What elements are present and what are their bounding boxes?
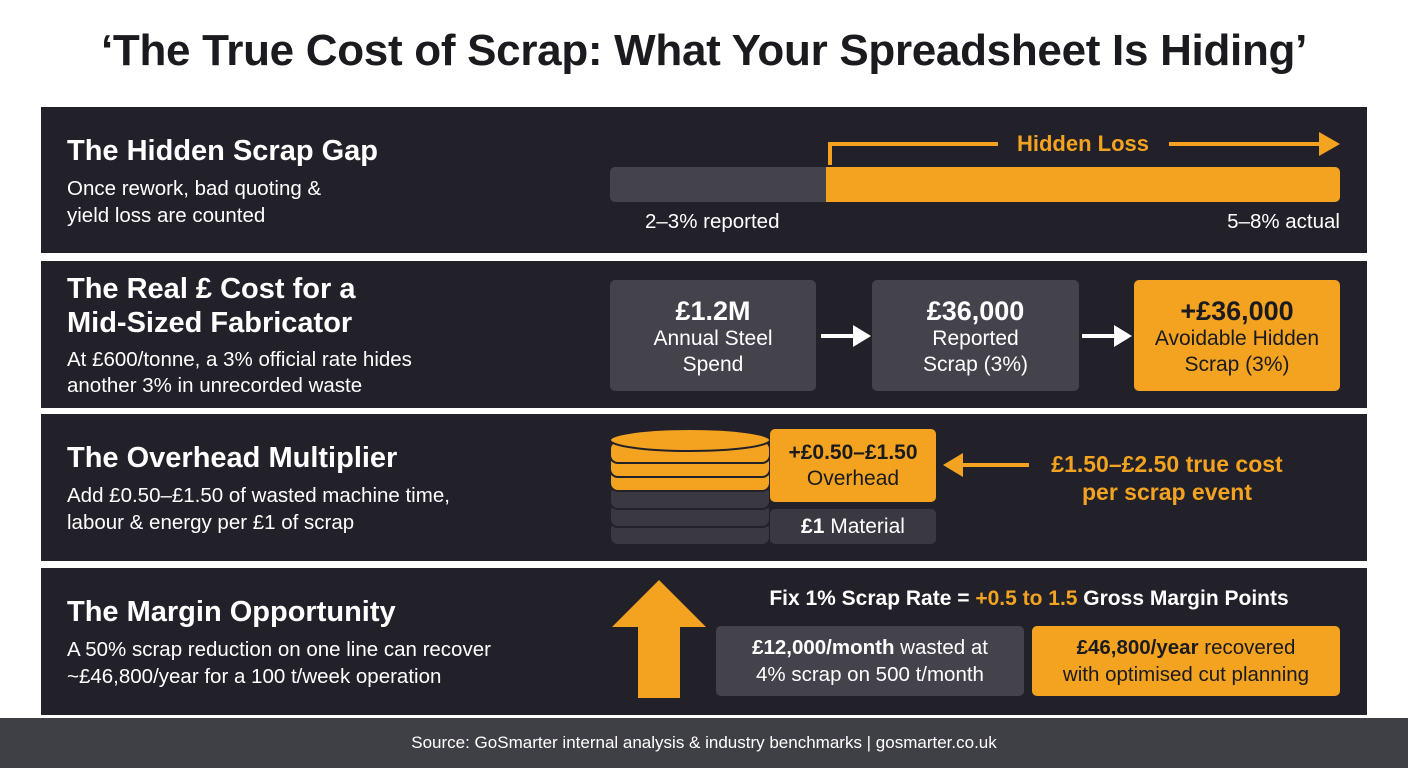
hidden-scrap-box: +£36,000 Avoidable Hidden Scrap (3%): [1134, 280, 1340, 391]
fix-accent: +0.5 to 1.5: [975, 587, 1078, 610]
material-box: £1 Material: [770, 509, 936, 544]
material-value: £1: [801, 515, 825, 538]
box-value: £1.2M: [675, 296, 751, 326]
callout-line-1: £1.50–£2.50 true cost: [1051, 451, 1283, 477]
overhead-multiplier-panel: The Overhead Multiplier Add £0.50–£1.50 …: [41, 414, 1367, 561]
material-label: Material: [830, 515, 905, 538]
panel-desc-line-2: yield loss are counted: [67, 204, 266, 227]
reported-scrap-box: £36,000 Reported Scrap (3%): [872, 280, 1079, 391]
overhead-box: +£0.50–£1.50 Overhead: [770, 429, 936, 502]
panel-title-line-2: Mid-Sized Fabricator: [67, 307, 353, 339]
real-cost-panel: The Real £ Cost for a Mid-Sized Fabricat…: [41, 261, 1367, 408]
overhead-label: Overhead: [806, 467, 900, 490]
box-label-line-2: Scrap (3%): [922, 353, 1029, 376]
panel-desc-line-1: Add £0.50–£1.50 of wasted machine time,: [67, 484, 450, 507]
coin-stack-icon: [609, 428, 771, 546]
fix-suffix: Gross Margin Points: [1077, 587, 1289, 610]
panel-desc-line-1: Once rework, bad quoting &: [67, 177, 322, 200]
up-arrow-icon: [612, 580, 706, 698]
annual-steel-spend-box: £1.2M Annual Steel Spend: [610, 280, 816, 391]
box-value: £36,000: [926, 296, 1025, 326]
fix-prefix: Fix 1% Scrap Rate =: [769, 587, 976, 610]
box-bold-value: £46,800/year: [1076, 636, 1199, 659]
box-text: wasted at: [894, 636, 988, 659]
panel-desc-line-2: another 3% in unrecorded waste: [67, 374, 363, 397]
flow-arrow-icon: [1082, 325, 1132, 347]
wasted-per-month-box: £12,000/month wasted at 4% scrap on 500 …: [716, 626, 1024, 696]
box-line-2: 4% scrap on 500 t/month: [756, 663, 984, 686]
box-label-line-1: Annual Steel: [653, 327, 773, 350]
box-label-line-1: Avoidable Hidden: [1154, 327, 1320, 350]
recovered-per-year-box: £46,800/year recovered with optimised cu…: [1032, 626, 1340, 696]
box-text: recovered: [1198, 636, 1296, 659]
hidden-scrap-gap-panel: The Hidden Scrap Gap Once rework, bad qu…: [41, 107, 1367, 253]
box-bold-value: £12,000/month: [752, 636, 895, 659]
actual-scrap-bar: [826, 167, 1340, 202]
margin-points-statement: Fix 1% Scrap Rate = +0.5 to 1.5 Gross Ma…: [719, 587, 1339, 611]
page-title: ‘The True Cost of Scrap: What Your Sprea…: [100, 26, 1308, 75]
reported-scrap-bar: [610, 167, 826, 202]
flow-arrow-icon: [821, 325, 871, 347]
left-arrow-icon: [943, 453, 1029, 477]
panel-title: The Overhead Multiplier: [67, 442, 398, 474]
hidden-loss-bracket-arrow: [828, 132, 1340, 165]
hidden-loss-label: Hidden Loss: [1016, 131, 1149, 156]
box-label-line-2: Spend: [682, 353, 744, 376]
callout-line-2: per scrap event: [1081, 479, 1253, 505]
panel-title: The Margin Opportunity: [67, 596, 396, 628]
panel-desc-line-2: ~£46,800/year for a 100 t/week operation: [67, 665, 442, 688]
source-footer: Source: GoSmarter internal analysis & in…: [0, 718, 1408, 768]
box-label-line-2: Scrap (3%): [1184, 353, 1290, 376]
box-value: +£36,000: [1180, 296, 1294, 326]
overhead-value: +£0.50–£1.50: [788, 441, 918, 464]
panel-title-line-1: The Real £ Cost for a: [67, 273, 356, 305]
reported-scrap-label: 2–3% reported: [645, 210, 780, 233]
panel-desc-line-2: labour & energy per £1 of scrap: [67, 511, 355, 534]
true-cost-callout: £1.50–£2.50 true cost per scrap event: [1026, 450, 1308, 506]
box-label-line-1: Reported: [932, 327, 1019, 350]
panel-desc-line-1: A 50% scrap reduction on one line can re…: [67, 638, 491, 661]
actual-scrap-label: 5–8% actual: [1227, 210, 1340, 233]
panel-desc-line-1: At £600/tonne, a 3% official rate hides: [67, 348, 412, 371]
box-line-2: with optimised cut planning: [1062, 663, 1310, 686]
panel-title: The Hidden Scrap Gap: [67, 135, 378, 167]
margin-opportunity-panel: The Margin Opportunity A 50% scrap reduc…: [41, 568, 1367, 715]
